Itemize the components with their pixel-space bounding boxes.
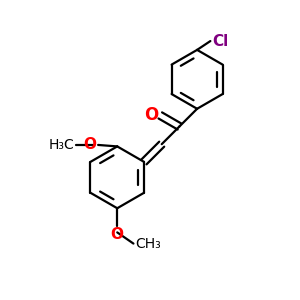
Text: Cl: Cl <box>212 34 228 49</box>
Text: H₃C: H₃C <box>49 138 75 152</box>
Text: CH₃: CH₃ <box>135 237 161 250</box>
Text: O: O <box>145 106 159 124</box>
Text: O: O <box>84 137 97 152</box>
Text: O: O <box>111 227 124 242</box>
